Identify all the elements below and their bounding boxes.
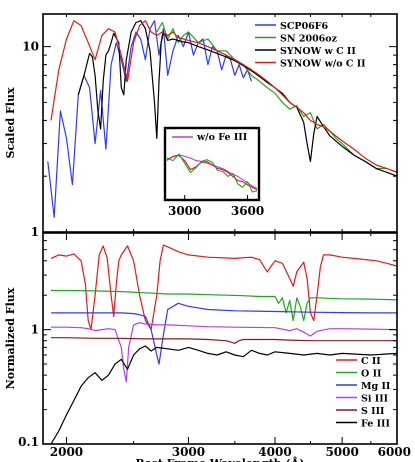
bottom-panel: 0.1 1 2000 3000 4000 5000 6000 Rest Frame Wavel… [4,232,411,462]
bottom-legend-label-mg-ii: Mg II [361,381,391,392]
top-series-scp06f6 [47,20,253,218]
bottom-x-tick-label: 2000 [50,445,83,459]
top-series-group [47,20,397,218]
top-legend-label-sn-2006oz: SN 2006oz [280,34,338,45]
bottom-x-tick-label: 5000 [325,445,358,459]
top-legend-label-synow-w-c-ii: SYNOW w C II [280,46,356,57]
top-series-synow-w-c-ii [77,20,397,177]
top-y-axis-label: Scaled Flux [4,87,17,158]
top-frame [42,13,398,233]
bottom-y-tick-label: 0.1 [18,435,39,449]
top-y-tick-label: 10 [22,40,39,54]
bottom-legend-label-o-ii: O II [361,369,382,380]
bottom-x-tick-label: 4000 [258,445,291,459]
bottom-series-c-ii [50,244,397,331]
bottom-series-s-iii [51,337,397,344]
bottom-legend-label-s-iii: S III [361,406,385,417]
top-series-sn-2006oz [156,21,397,173]
inset-panel: w/o Fe III 3000 3600 [163,126,264,218]
bottom-x-tick-label: 6000 [378,445,411,459]
bottom-series-group [50,244,397,444]
bottom-series-mg-ii [51,302,397,365]
top-legend-label-synow-w-o-c-ii: SYNOW w/o C II [280,59,366,70]
bottom-legend-label-si-iii: Si III [361,394,389,405]
bottom-legend-label-c-ii: C II [361,356,381,367]
inset-series-line-2 [166,153,258,193]
top-legend-label-scp06f6: SCP06F6 [280,21,329,32]
bottom-series-si-iii [51,322,397,383]
inset-legend-label-w-o-fe-iii: w/o Fe III [196,132,248,143]
inset-series-group [166,153,258,193]
bottom-frame [42,232,398,445]
bottom-x-axis-label: Rest Frame Wavelength (Å) [136,456,305,462]
inset-frame [163,126,261,202]
bottom-series-fe-iii [50,345,397,444]
bottom-series-o-ii [51,289,397,322]
bottom-y-tick-label: 1 [31,323,39,337]
bottom-legend-label-fe-iii: Fe III [361,419,390,430]
inset-x-tick-label: 3000 [168,204,201,218]
bottom-x-tick-label: 3000 [172,445,205,459]
top-series-synow-w-o-c-ii [50,20,397,173]
inset-x-tick-label: 3600 [231,204,264,218]
top-y-tick-label: 1 [31,225,39,239]
bottom-y-axis-label: Normalized Flux [4,287,17,389]
